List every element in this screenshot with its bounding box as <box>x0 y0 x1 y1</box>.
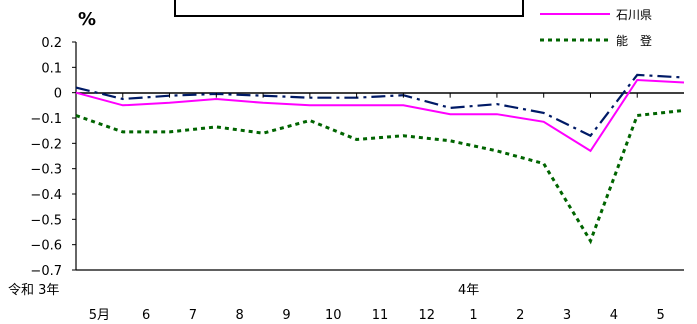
series-line-1 <box>75 78 685 153</box>
title-box <box>174 0 524 17</box>
year-mid-label: 4年 <box>458 283 479 298</box>
x-tick-label: 10 <box>325 308 342 323</box>
legend-label: 石川県 <box>616 8 652 22</box>
x-tick-label: 2 <box>516 308 524 323</box>
y-tick-label: −0.5 <box>30 213 62 228</box>
x-axis-labels: 5月 6 7 8 9 10 11 12 1 2 3 4 5 <box>89 92 665 323</box>
y-tick-label: 0 <box>54 87 62 102</box>
unit-label: % <box>78 9 96 30</box>
y-tick-label: 0.2 <box>41 36 62 51</box>
legend-background <box>537 0 697 55</box>
y-tick-label: −0.6 <box>30 239 62 254</box>
x-tick-label: 4 <box>610 308 618 323</box>
x-tick-label: 11 <box>372 308 389 323</box>
y-tick-label: 0.1 <box>41 61 62 76</box>
x-tick-label: 6 <box>142 308 150 323</box>
legend-label: 能 登 <box>616 33 652 48</box>
y-tick-label: −0.1 <box>30 112 62 127</box>
y-tick-label: −0.4 <box>30 188 62 203</box>
x-tick-label: 8 <box>236 308 244 323</box>
x-tick-label: 1 <box>469 308 477 323</box>
y-tick-label: −0.2 <box>30 137 62 152</box>
x-tick-label: 9 <box>282 308 290 323</box>
series-line-3 <box>75 108 685 245</box>
year-start-label: 令和 3年 <box>8 283 59 298</box>
series-line-2 <box>75 73 685 138</box>
x-tick-label: 5月 <box>89 308 110 323</box>
x-tick-label: 5 <box>656 308 664 323</box>
y-tick-label: −0.3 <box>30 163 62 178</box>
plot-area <box>75 42 684 271</box>
x-tick-label: 3 <box>563 308 571 323</box>
x-tick-label: 12 <box>418 308 435 323</box>
x-tick-label: 7 <box>189 308 197 323</box>
series-group <box>75 73 685 245</box>
y-axis-labels: 0.2 0.1 0 −0.1 −0.2 −0.3 −0.4 −0.5 −0.6 −0.7 <box>30 36 76 279</box>
y-tick-label: −0.7 <box>30 264 62 279</box>
